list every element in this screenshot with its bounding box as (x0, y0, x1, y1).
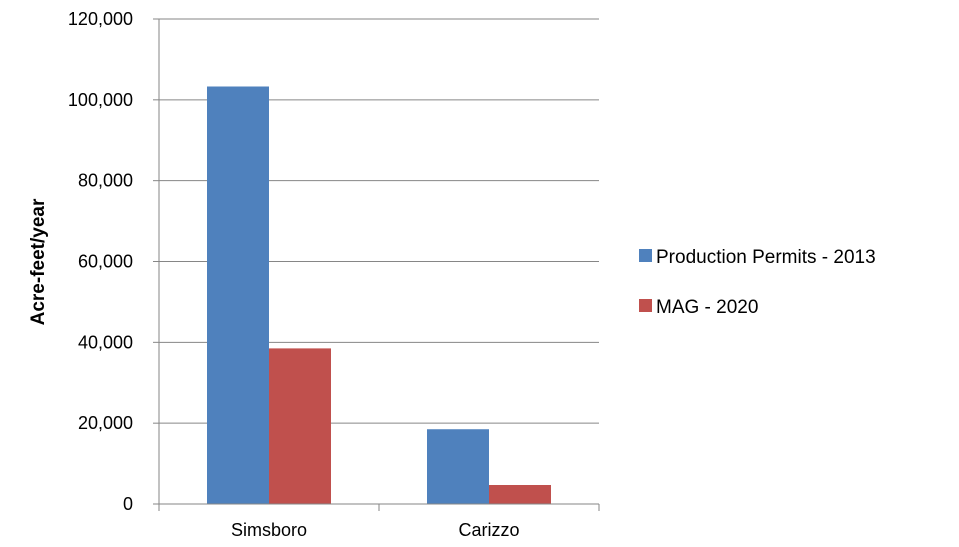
y-tick-labels: 0 20,000 40,000 60,000 80,000 100,000 120,000 (68, 9, 133, 514)
y-axis-label: Acre-feet/year (28, 198, 49, 325)
legend-label: Production Permits - 2013 (656, 247, 876, 268)
x-tick-label: Carizzo (458, 520, 519, 540)
y-tick-label: 80,000 (78, 171, 133, 191)
x-tick-label: Simsboro (231, 520, 307, 540)
y-tick-label: 20,000 (78, 413, 133, 433)
bar (207, 86, 269, 504)
y-tick-label: 100,000 (68, 90, 133, 110)
y-tick-label: 60,000 (78, 252, 133, 272)
y-tick-label: 120,000 (68, 9, 133, 29)
bars (207, 86, 551, 504)
legend: Production Permits - 2013 MAG - 2020 (639, 247, 876, 318)
legend-swatch (639, 299, 652, 312)
bar (269, 348, 331, 504)
y-tick-label: 40,000 (78, 332, 133, 352)
x-tick-labels: Simsboro Carizzo (231, 520, 520, 540)
legend-label: MAG - 2020 (656, 297, 758, 318)
y-tick-label: 0 (123, 494, 133, 514)
bar (427, 429, 489, 504)
axes (153, 18, 600, 511)
bar (489, 485, 551, 504)
legend-swatch (639, 249, 652, 262)
